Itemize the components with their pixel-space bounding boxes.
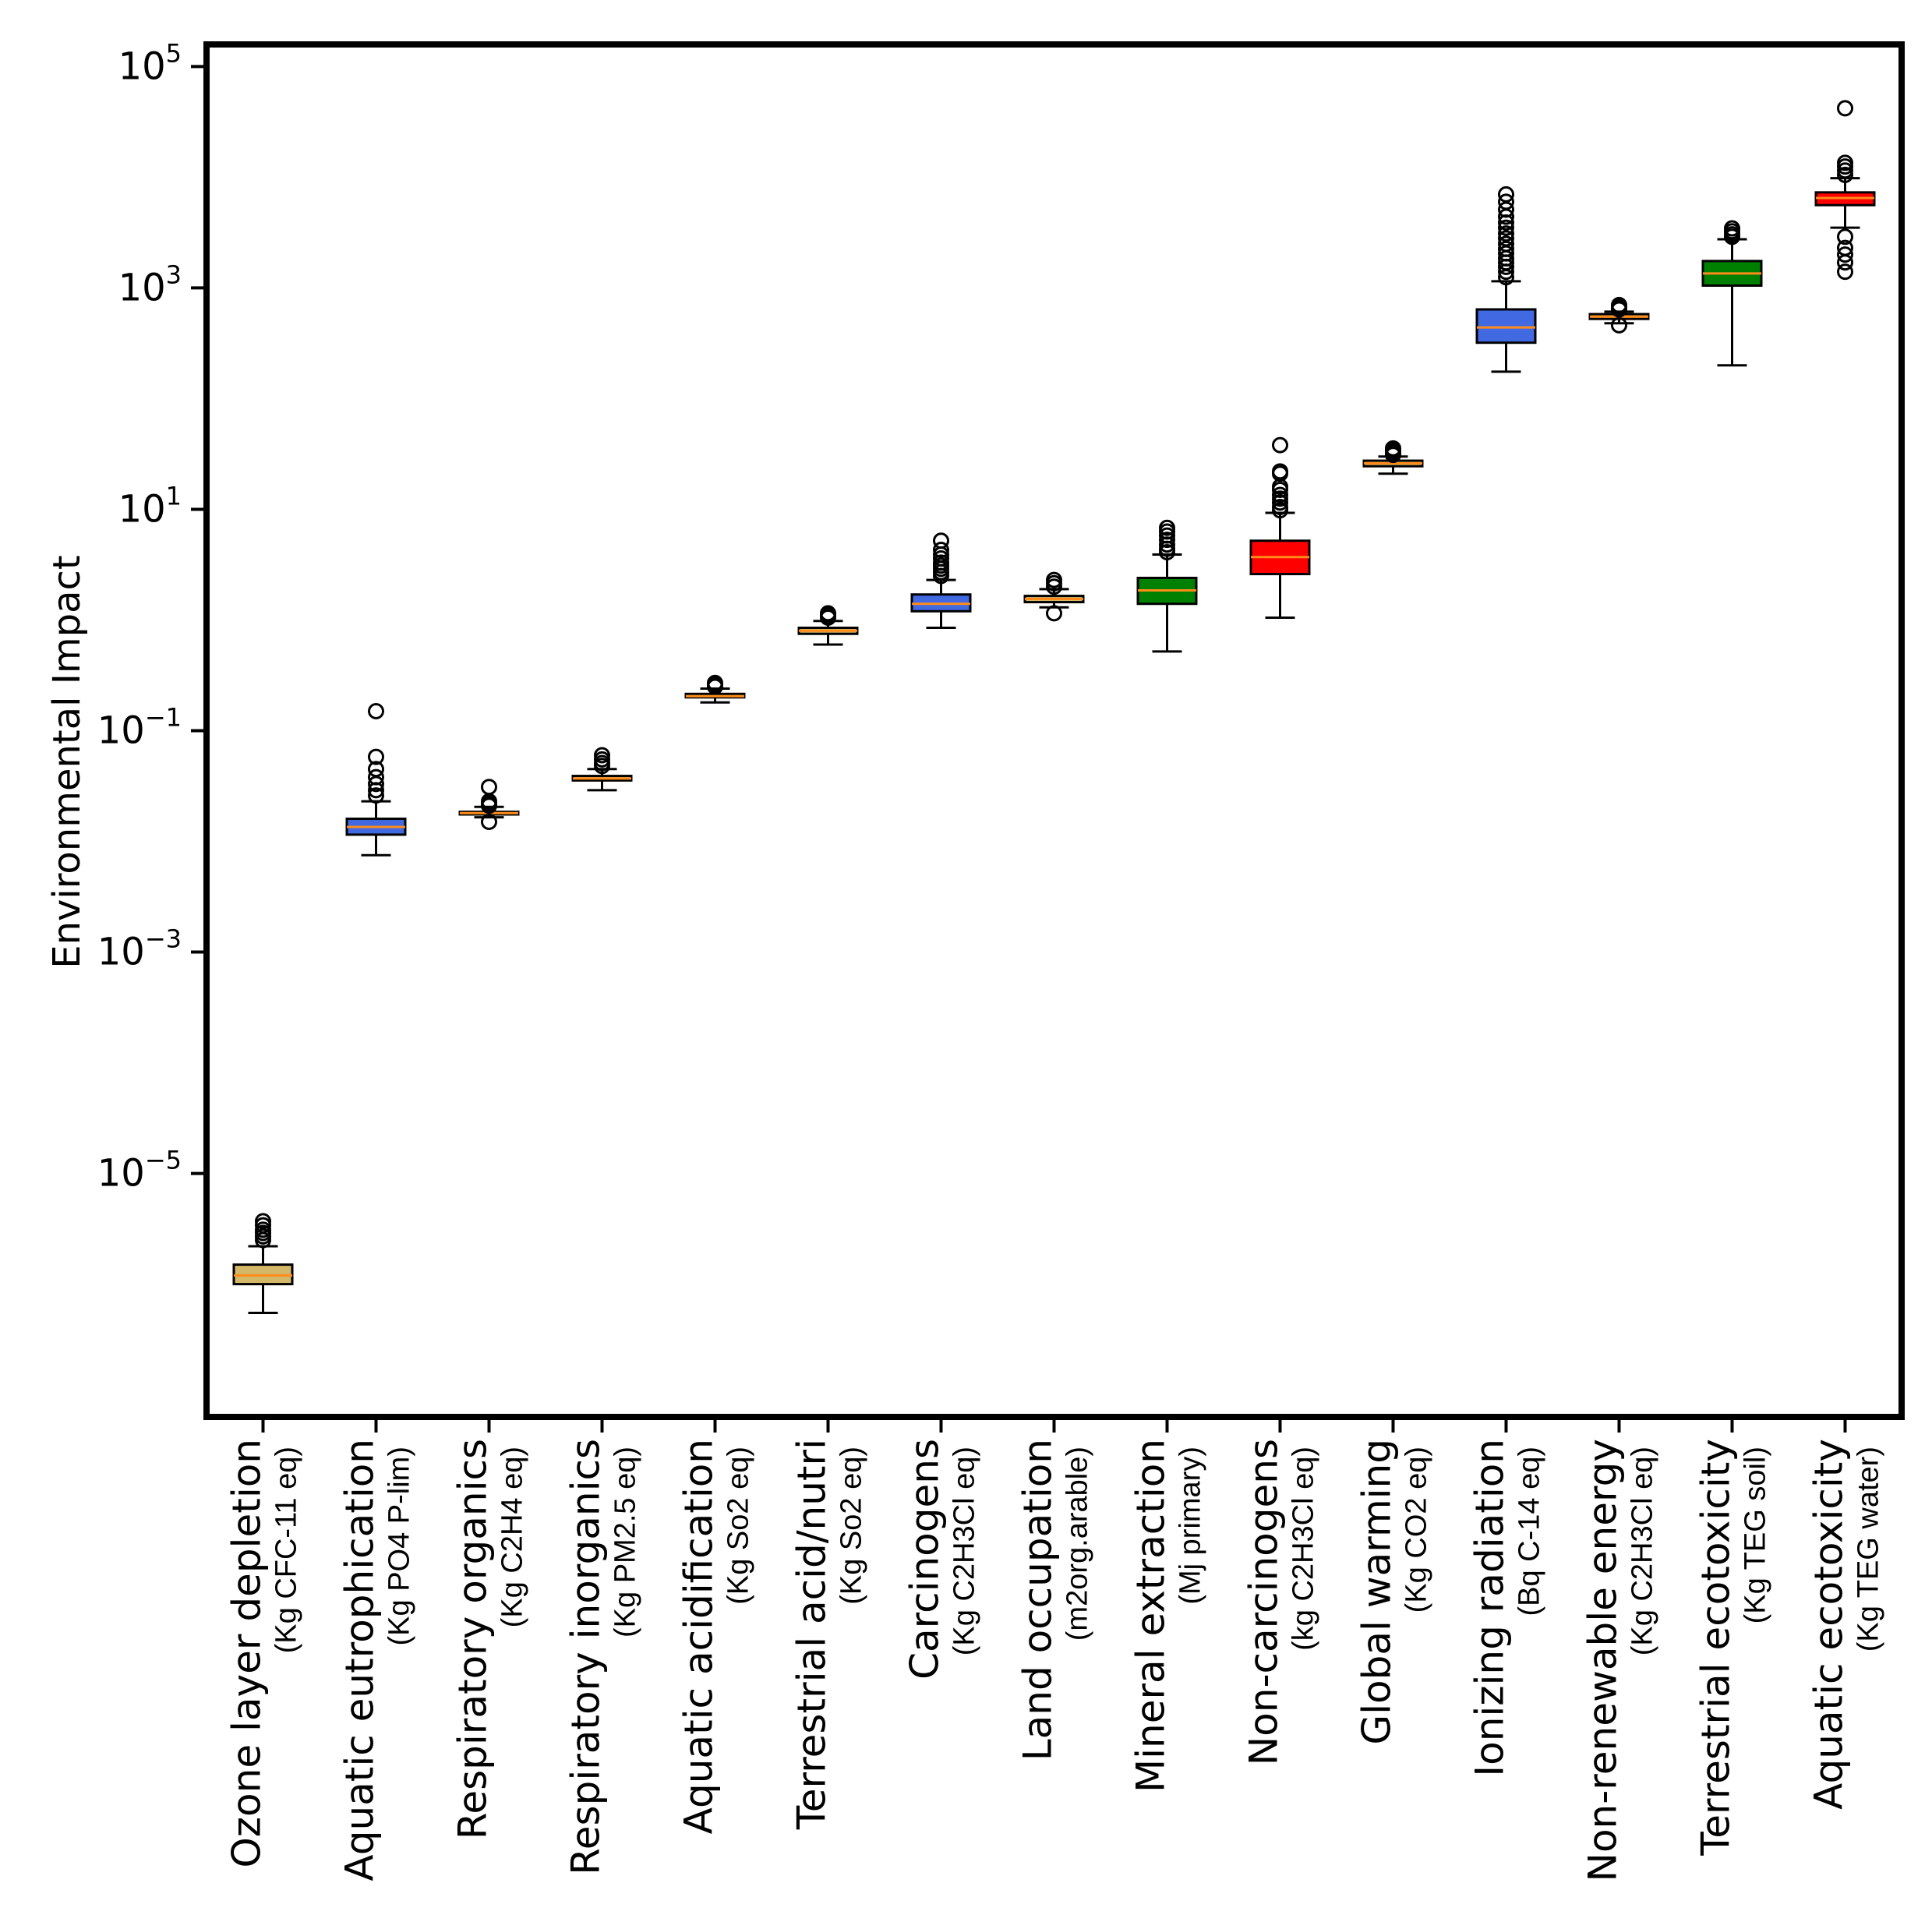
outlier-point [1837, 228, 1853, 246]
box-11 [1362, 440, 1424, 475]
outlier-point [1385, 440, 1401, 457]
x-tick-label: Terrestrial acid/nutri [789, 1439, 835, 1830]
x-tick-unit-label: (Kg CO2 eq) [1400, 1447, 1433, 1613]
y-tick-label: 10−3 [97, 924, 182, 974]
outlier-point [1498, 235, 1514, 253]
outlier-point [255, 1221, 271, 1238]
box-8 [1023, 571, 1085, 622]
x-tick-unit-label: (Kg So2 eq) [835, 1447, 868, 1605]
box-7 [910, 532, 972, 630]
box-5 [684, 674, 746, 704]
outlier-point [1498, 225, 1514, 242]
outlier-point [594, 747, 610, 764]
y-tick-label: 10−5 [97, 1146, 182, 1196]
box-3 [458, 779, 520, 831]
boxes-layer [232, 100, 1876, 1314]
outlier-point [1837, 154, 1853, 171]
box-2 [345, 702, 407, 857]
box-4 [571, 747, 633, 792]
y-tick-label: 101 [118, 481, 182, 531]
outlier-point [1498, 201, 1514, 218]
x-tick-unit-label: (m2org.arable) [1061, 1447, 1094, 1641]
outlier-point [1046, 605, 1062, 622]
outlier-point [368, 768, 384, 786]
outlier-point [368, 748, 384, 765]
box-10 [1249, 436, 1311, 619]
x-tick-unit-label: (Kg So2 eq) [722, 1447, 755, 1605]
outlier-point [1159, 532, 1175, 549]
outlier-point [933, 542, 949, 559]
x-tick-label: Respiratory inorganics [563, 1439, 609, 1875]
outlier-point [1611, 316, 1627, 334]
outlier-point [255, 1213, 271, 1230]
outlier-point [1159, 519, 1175, 536]
outlier-point [481, 779, 497, 796]
outlier-point [368, 787, 384, 804]
x-tick-label: Carcinogens [902, 1439, 948, 1680]
box-9 [1136, 519, 1198, 653]
box-13 [1588, 296, 1650, 334]
outlier-point [1498, 193, 1514, 210]
box-1 [232, 1213, 294, 1314]
plot-frame [203, 41, 1905, 1420]
iqr-box [1475, 308, 1537, 344]
outlier-point [1498, 230, 1514, 247]
outlier-point [1837, 100, 1853, 117]
outlier-point [1498, 219, 1514, 236]
outlier-point [481, 814, 497, 831]
x-tick-label: Land occupation [1015, 1439, 1061, 1761]
x-tick-unit-label: (Kg PO4 P-lim) [383, 1447, 416, 1645]
outlier-point [1837, 166, 1853, 183]
outlier-point [1046, 571, 1062, 588]
x-tick-label: Global warming [1355, 1439, 1400, 1745]
outlier-point [1837, 239, 1853, 256]
y-tick-label: 10−1 [97, 703, 182, 753]
y-tick-label: 103 [118, 260, 182, 309]
outlier-point [1498, 185, 1514, 203]
outlier-point [1837, 263, 1853, 281]
outlier-point [1724, 220, 1740, 237]
box-12 [1475, 185, 1537, 373]
y-axis-label: Environmental Impact [45, 555, 89, 969]
x-tick-unit-label: (Kg C2H3Cl eq) [1626, 1447, 1659, 1655]
x-tick-label: Non-renewable energy [1581, 1439, 1626, 1881]
outlier-point [1272, 436, 1288, 454]
y-axis: 105 103 101 10−1 10−3 10−5 [97, 38, 207, 1196]
x-tick-unit-label: (Bq C-14 eq) [1513, 1447, 1546, 1616]
x-tick-label: Aquatic eutrophication [337, 1439, 383, 1881]
x-tick-label: Ionizing radiation [1468, 1439, 1513, 1777]
outlier-point [707, 674, 723, 691]
outlier-point [1272, 498, 1288, 515]
box-15 [1814, 100, 1876, 281]
outlier-point [1498, 240, 1514, 257]
x-tick-label: Aquatic acidification [676, 1439, 722, 1834]
outlier-point [1272, 486, 1288, 503]
x-tick-label: Respiratory organics [450, 1439, 496, 1839]
x-tick-unit-label: (Kg CFC-11 eq) [270, 1447, 303, 1653]
x-tick-unit-label: (Kg TEG soil) [1740, 1447, 1772, 1623]
x-tick-label: Mineral extraction [1128, 1439, 1174, 1793]
outlier-point [368, 702, 384, 719]
outlier-point [1837, 246, 1853, 263]
outlier-point [1272, 463, 1288, 480]
y-tick-label: 105 [118, 38, 182, 88]
x-tick-label: Non-carcinogens [1241, 1439, 1287, 1765]
box-14 [1701, 220, 1763, 367]
x-tick-unit-label: (Kg PM2.5 eq) [609, 1447, 642, 1638]
box-6 [797, 605, 859, 646]
x-tick-unit-label: (Kg C2H3Cl eq) [948, 1447, 981, 1655]
x-tick-unit-label: (Kg TEG water) [1853, 1447, 1885, 1652]
outlier-point [820, 605, 836, 622]
x-tick-label: Terrestrial ecotoxicity [1694, 1439, 1739, 1857]
outlier-point [368, 761, 384, 778]
x-tick-unit-label: (Mj primary) [1174, 1447, 1207, 1605]
x-tick-unit-label: (Kg C2H4 eq) [496, 1447, 529, 1627]
x-axis: Ozone layer depletion (Kg CFC-11 eq) Aquat… [224, 1417, 1885, 1881]
x-tick-label: Aquatic ecotoxicity [1807, 1439, 1852, 1810]
outlier-point [933, 532, 949, 549]
x-tick-unit-label: (kg C2H3Cl eq) [1287, 1447, 1320, 1651]
x-tick-label: Ozone layer depletion [224, 1439, 270, 1868]
outlier-point [1611, 296, 1627, 313]
